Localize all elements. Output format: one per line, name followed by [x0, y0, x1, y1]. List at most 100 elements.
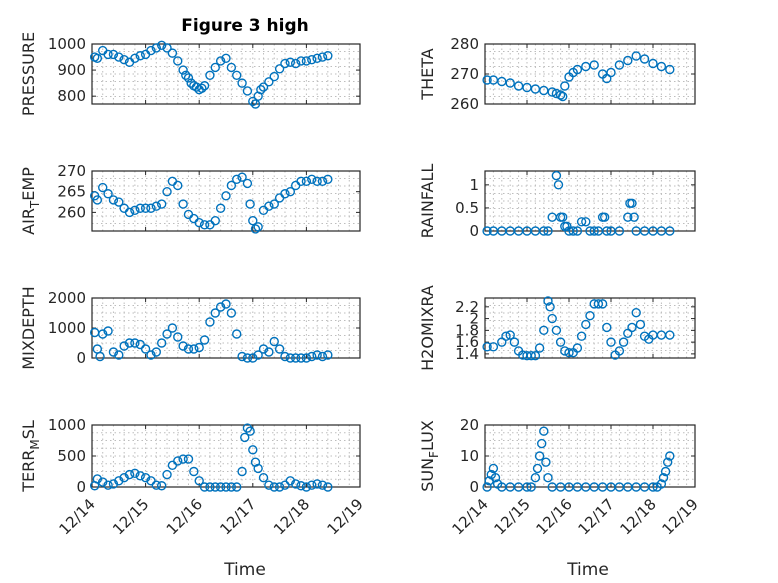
- data-point: [210, 215, 220, 226]
- data-point: [215, 482, 226, 492]
- data-point: [108, 347, 119, 357]
- data-point: [108, 195, 119, 205]
- data-point: [269, 199, 279, 209]
- y-axis-label: TERRMSL: [19, 420, 42, 493]
- data-point: [130, 338, 140, 348]
- data-point: [658, 473, 669, 483]
- data-point: [482, 342, 492, 352]
- data-point: [290, 479, 301, 489]
- data-point: [539, 226, 549, 236]
- x-tick-label: 12/19: [324, 495, 367, 538]
- data-point: [183, 73, 194, 83]
- data-point: [539, 325, 549, 336]
- data-point: [98, 182, 108, 193]
- data-point: [92, 195, 103, 205]
- x-tick-label: 12/14: [449, 495, 492, 538]
- data-point: [526, 350, 536, 361]
- data-point: [256, 84, 266, 95]
- data-point: [215, 56, 226, 66]
- data-point: [156, 338, 167, 348]
- data-point: [232, 329, 242, 339]
- subplot-2: 260 270 280 THETA: [418, 35, 696, 113]
- data-point: [162, 469, 172, 480]
- data-point: [248, 353, 258, 363]
- figure-title: Figure 3 high: [181, 16, 309, 36]
- data-point: [522, 482, 532, 492]
- data-point: [618, 337, 629, 347]
- y-tick-label: 1.4: [455, 345, 479, 363]
- data-point: [656, 479, 667, 489]
- data-point: [537, 438, 547, 449]
- data-point: [285, 353, 296, 363]
- data-point: [269, 482, 279, 492]
- data-point: [264, 480, 274, 490]
- data-point: [482, 226, 492, 236]
- data-point: [221, 482, 231, 492]
- data-point: [130, 205, 140, 216]
- data-point: [253, 350, 263, 360]
- data-point: [551, 170, 562, 181]
- data-point: [140, 203, 151, 213]
- y-tick-label: 0.5: [455, 199, 479, 217]
- x-tick-label: 12/18: [617, 495, 660, 538]
- data-point: [564, 348, 574, 358]
- data-point: [258, 82, 269, 92]
- data-point: [232, 174, 242, 184]
- data-point: [189, 466, 199, 477]
- data-point: [560, 81, 570, 91]
- data-point: [505, 330, 515, 340]
- data-point: [242, 423, 253, 433]
- data-point: [572, 64, 583, 75]
- data-point: [146, 350, 156, 360]
- data-point: [623, 212, 633, 222]
- y-tick-label: 500: [57, 447, 86, 465]
- data-point: [156, 40, 167, 51]
- data-point: [576, 217, 587, 227]
- data-point: [539, 426, 549, 436]
- y-axis-label: SUNFLUX: [418, 420, 441, 492]
- axes-frame: [91, 43, 361, 105]
- data-point: [162, 186, 172, 197]
- data-point: [173, 56, 183, 66]
- data-point: [606, 337, 616, 347]
- y-tick-label: 20: [460, 416, 479, 434]
- data-point: [199, 335, 210, 345]
- subplot-4: 0 0.5 1 RAINFALL: [418, 164, 696, 240]
- y-tick-label: 0: [469, 478, 479, 496]
- data-point: [614, 60, 625, 70]
- data-point: [242, 353, 253, 363]
- data-point: [140, 344, 151, 354]
- data-point: [151, 347, 162, 357]
- data-point: [665, 64, 675, 75]
- x-axis-label-right: Time: [566, 560, 609, 580]
- data-point: [215, 203, 226, 213]
- data-point: [526, 482, 536, 492]
- data-point: [665, 451, 675, 461]
- data-point: [317, 176, 328, 187]
- data-point: [623, 55, 633, 66]
- y-tick-label: 10: [460, 447, 479, 465]
- data-point: [576, 331, 587, 341]
- data-point: [173, 180, 183, 191]
- data-point: [253, 463, 263, 474]
- data-point: [280, 189, 290, 199]
- data-point: [264, 347, 274, 357]
- y-tick-label: 1.8: [455, 321, 479, 339]
- x-tick-label: 12/16: [163, 495, 206, 538]
- data-point: [119, 54, 129, 65]
- data-point: [639, 54, 650, 64]
- data-point: [151, 43, 162, 53]
- data-point: [108, 479, 119, 489]
- data-point: [98, 477, 108, 487]
- data-point: [560, 346, 570, 356]
- data-point: [482, 75, 492, 85]
- data-point: [130, 468, 140, 479]
- y-tick-label: 270: [450, 65, 479, 83]
- data-point: [553, 180, 564, 190]
- data-point: [301, 56, 312, 66]
- data-point: [124, 207, 135, 218]
- data-point: [301, 353, 312, 363]
- data-point: [194, 476, 204, 486]
